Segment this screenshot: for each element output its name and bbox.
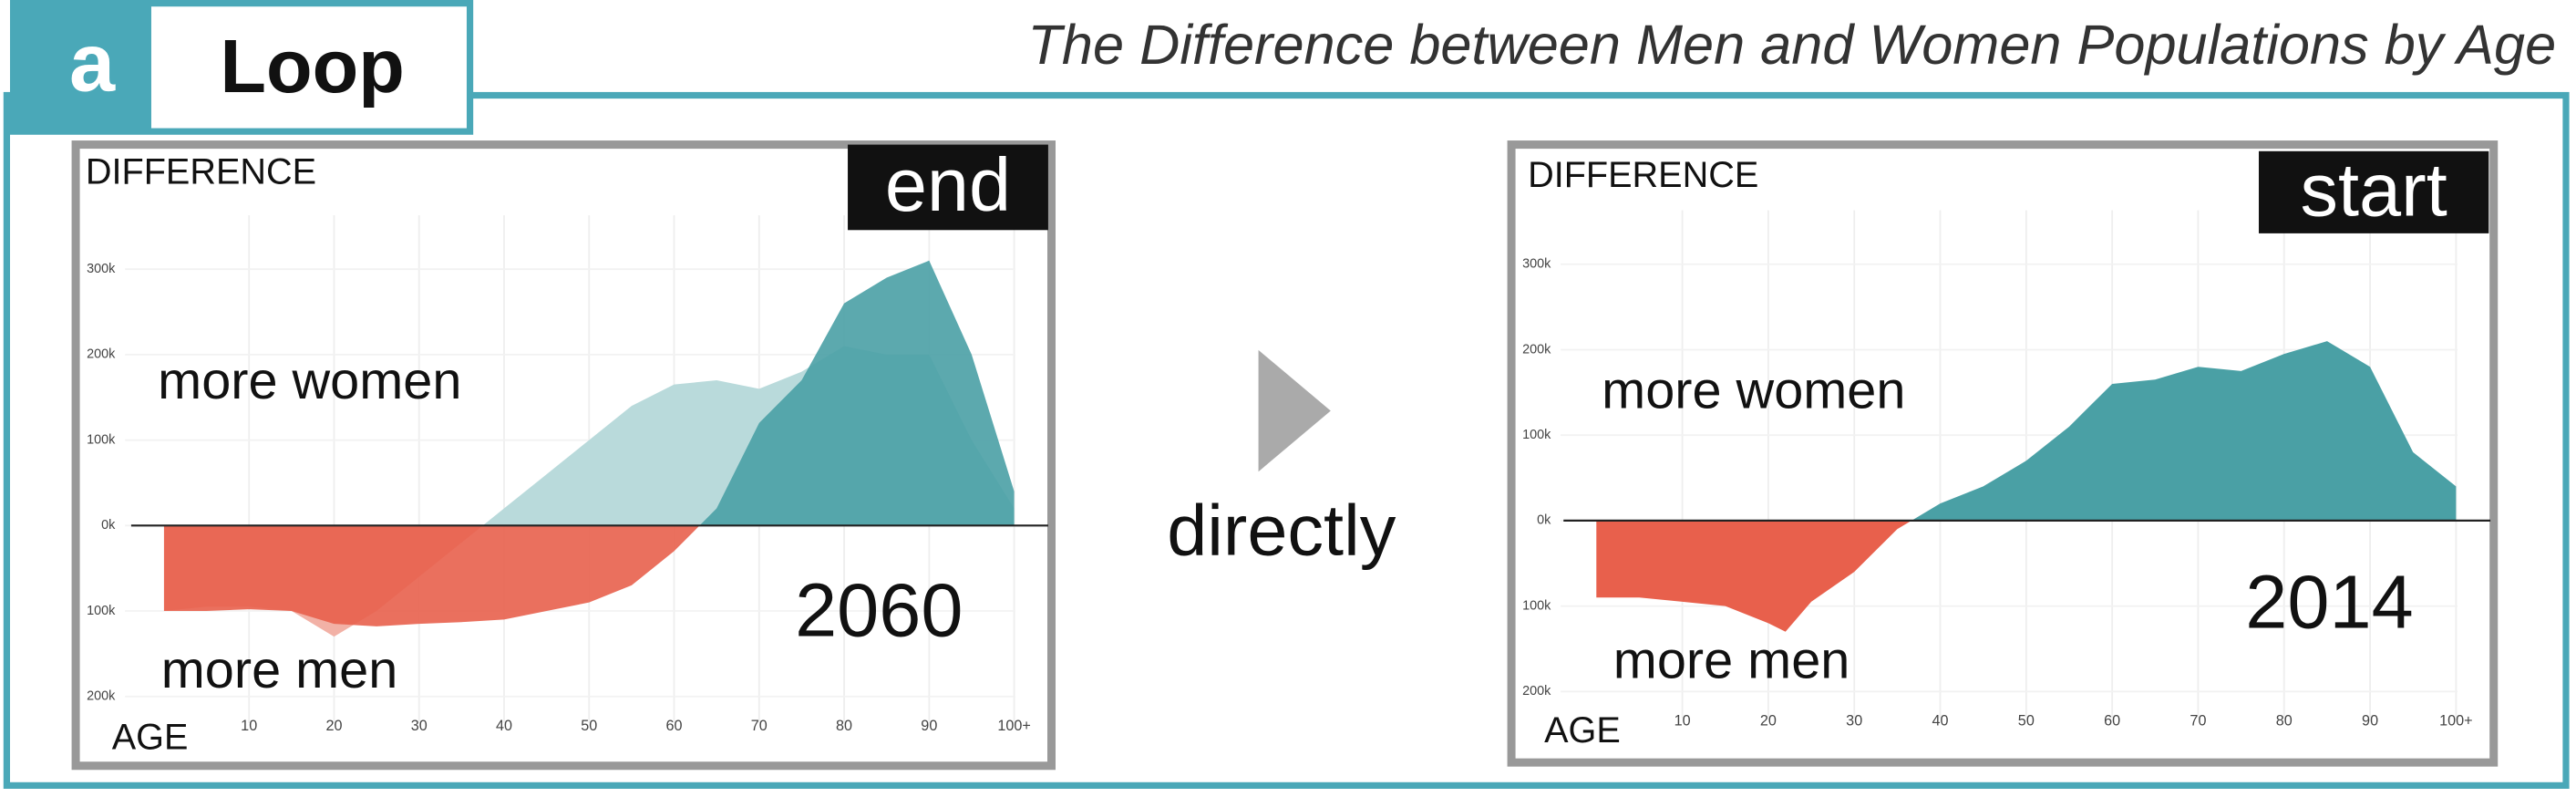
letter-box — [13, 3, 151, 132]
x-tick-label: 40 — [496, 718, 512, 734]
arrow — [1258, 349, 1331, 472]
x-axis-label: AGE — [1544, 710, 1621, 750]
y-tick-label: 100k — [87, 604, 116, 618]
x-tick-label: 90 — [2362, 712, 2378, 729]
badge — [848, 144, 1048, 231]
badge — [2259, 150, 2489, 233]
y-tick-label: 0k — [101, 518, 116, 533]
x-tick-label: 30 — [1846, 712, 1862, 729]
x-tick-label: 70 — [2190, 712, 2206, 729]
x-tick-label: 40 — [1932, 712, 1949, 729]
area-negative — [1596, 520, 2457, 632]
x-tick-label: 30 — [411, 718, 428, 734]
year-label: 2060 — [795, 568, 963, 653]
y-tick-label: 200k — [1522, 342, 1551, 357]
x-tick-label: 50 — [581, 718, 597, 734]
figure-title: The Difference between Men and Women Pop… — [1027, 14, 2556, 76]
x-tick-label: 100+ — [2439, 712, 2472, 729]
badge-label: start — [2301, 147, 2447, 232]
x-tick-label: 80 — [836, 718, 852, 734]
outer-frame — [3, 91, 2570, 789]
y-tick-label: 0k — [1537, 513, 1551, 528]
year-label: 2014 — [2245, 560, 2413, 645]
transition-label: directly — [1167, 489, 1396, 570]
x-tick-label: 70 — [751, 718, 768, 734]
y-axis-label: DIFFERENCE — [1528, 155, 1758, 195]
area-positive — [1596, 341, 2457, 521]
y-tick-label: 100k — [87, 432, 116, 447]
annotation: more women — [158, 352, 461, 410]
y-tick-label: 100k — [1522, 598, 1551, 613]
y-tick-label: 300k — [1522, 257, 1551, 272]
y-tick-label: 100k — [1522, 428, 1551, 442]
y-tick-label: 200k — [87, 347, 116, 362]
x-tick-label: 60 — [666, 718, 683, 734]
panel-letter: a — [69, 16, 116, 109]
y-tick-label: 200k — [87, 689, 116, 704]
annotation: more men — [161, 641, 398, 699]
x-tick-label: 100+ — [997, 718, 1031, 734]
x-tick-label: 20 — [1760, 712, 1777, 729]
x-tick-label: 20 — [325, 718, 342, 734]
x-tick-label: 50 — [2018, 712, 2035, 729]
area-negative — [163, 525, 1015, 626]
badge-label: end — [885, 142, 1011, 227]
x-tick-label: 10 — [1674, 712, 1691, 729]
annotation: more women — [1602, 362, 1905, 420]
x-axis-label: AGE — [112, 717, 189, 757]
panel-label: Loop — [220, 24, 405, 109]
y-tick-label: 300k — [87, 262, 116, 276]
x-tick-label: 10 — [241, 718, 257, 734]
area-positive — [163, 260, 1015, 526]
annotation: more men — [1613, 631, 1850, 689]
y-tick-label: 200k — [1522, 684, 1551, 699]
x-tick-label: 80 — [2276, 712, 2293, 729]
x-tick-label: 90 — [921, 718, 937, 734]
x-tick-label: 60 — [2104, 712, 2120, 729]
y-axis-label: DIFFERENCE — [86, 151, 316, 191]
